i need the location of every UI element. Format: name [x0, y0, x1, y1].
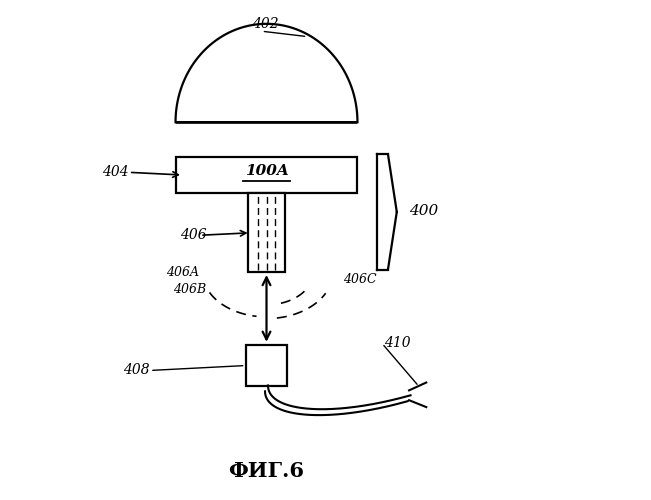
Text: 400: 400: [409, 204, 438, 218]
Text: ФИГ.6: ФИГ.6: [229, 461, 305, 481]
Bar: [176, 156, 357, 194]
Bar: [245, 344, 287, 387]
Text: 406C: 406C: [342, 273, 376, 286]
Polygon shape: [176, 24, 357, 122]
Text: 404: 404: [102, 166, 128, 179]
Text: 402: 402: [252, 17, 279, 31]
Text: 406: 406: [180, 228, 207, 242]
Text: 100A: 100A: [245, 164, 288, 178]
Text: 410: 410: [385, 336, 411, 350]
Text: 406A: 406A: [166, 266, 199, 278]
Bar: [248, 194, 285, 272]
Text: 406B: 406B: [173, 283, 206, 296]
Text: 408: 408: [123, 364, 150, 378]
